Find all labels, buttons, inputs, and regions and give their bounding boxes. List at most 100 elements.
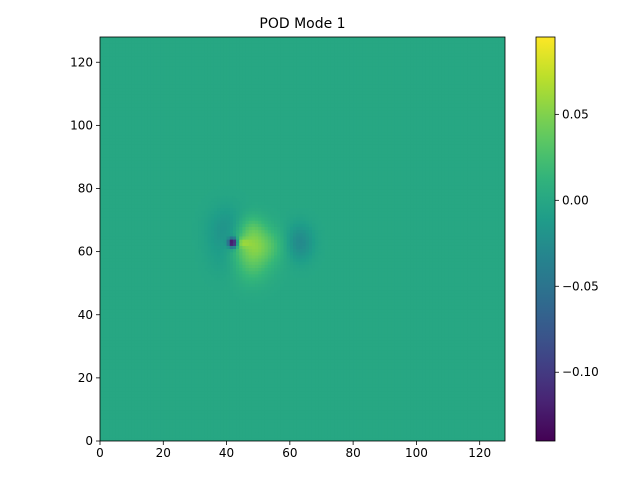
- heatmap-cell: [270, 327, 275, 332]
- heatmap-cell: [156, 409, 161, 414]
- heatmap-cell: [315, 368, 319, 373]
- heatmap-cell: [479, 406, 484, 411]
- heatmap-cell: [112, 393, 117, 398]
- heatmap-cell: [160, 431, 164, 436]
- heatmap-cell: [210, 403, 215, 407]
- heatmap-cell: [236, 340, 240, 344]
- heatmap-cell: [198, 336, 202, 341]
- heatmap-cell: [378, 428, 383, 433]
- heatmap-cell: [106, 418, 111, 423]
- heatmap-cell: [175, 365, 180, 370]
- heatmap-cell: [191, 437, 196, 441]
- heatmap-cell: [302, 343, 307, 347]
- heatmap-cell: [103, 431, 107, 436]
- heatmap-cell: [302, 418, 307, 423]
- heatmap-cell: [289, 390, 294, 395]
- heatmap-cell: [163, 415, 168, 420]
- heatmap-cell: [359, 409, 364, 414]
- heatmap-cell: [277, 368, 281, 373]
- heatmap-cell: [245, 384, 250, 388]
- heatmap-cell: [188, 362, 193, 366]
- heatmap-cell: [201, 396, 206, 401]
- heatmap-cell: [384, 333, 389, 338]
- heatmap-cell: [106, 340, 111, 344]
- heatmap-cell: [368, 374, 373, 379]
- heatmap-cell: [315, 355, 319, 360]
- heatmap-cell: [384, 393, 389, 398]
- heatmap-cell: [267, 393, 272, 398]
- heatmap-cell: [349, 358, 354, 363]
- heatmap-cell: [198, 352, 202, 357]
- heatmap-cell: [160, 428, 164, 433]
- heatmap-cell: [280, 387, 285, 392]
- heatmap-cell: [315, 365, 319, 370]
- heatmap-cell: [280, 333, 285, 338]
- heatmap-cell: [375, 349, 380, 354]
- heatmap-cell: [368, 346, 373, 351]
- heatmap-cell: [387, 317, 392, 322]
- heatmap-cell: [318, 422, 323, 426]
- heatmap-cell: [375, 340, 380, 344]
- heatmap-cell: [416, 396, 421, 401]
- heatmap-cell: [467, 355, 471, 360]
- heatmap-cell: [134, 343, 139, 347]
- heatmap-cell: [137, 365, 142, 370]
- heatmap-cell: [498, 327, 503, 332]
- heatmap-cell: [384, 327, 389, 332]
- heatmap-cell: [122, 333, 126, 338]
- heatmap-cell: [479, 396, 484, 401]
- heatmap-cell: [324, 355, 329, 360]
- heatmap-cell: [365, 377, 370, 382]
- heatmap-cell: [280, 377, 285, 382]
- heatmap-cell: [274, 412, 278, 417]
- heatmap-cell: [232, 381, 237, 385]
- heatmap-cell: [207, 362, 212, 366]
- heatmap-cell: [302, 390, 307, 395]
- heatmap-cell: [166, 431, 171, 436]
- heatmap-cell: [207, 425, 212, 429]
- heatmap-cell: [381, 365, 386, 370]
- heatmap-cell: [217, 412, 221, 417]
- heatmap-cell: [482, 333, 487, 338]
- heatmap-cell: [213, 406, 218, 411]
- heatmap-cell: [115, 387, 120, 392]
- heatmap-cell: [457, 399, 462, 404]
- heatmap-cell: [482, 403, 487, 407]
- heatmap-cell: [501, 340, 505, 344]
- heatmap-cell: [482, 346, 487, 351]
- heatmap-cell: [315, 399, 319, 404]
- heatmap-cell: [410, 387, 414, 392]
- heatmap-cell: [255, 418, 259, 423]
- heatmap-cell: [293, 390, 297, 395]
- heatmap-cell: [397, 330, 402, 335]
- heatmap-cell: [467, 434, 471, 439]
- heatmap-cell: [191, 324, 196, 328]
- heatmap-cell: [451, 365, 455, 370]
- heatmap-cell: [258, 425, 262, 429]
- heatmap-cell: [486, 437, 490, 441]
- heatmap-cell: [330, 422, 335, 426]
- heatmap-cell: [229, 333, 234, 338]
- heatmap-cell: [441, 393, 446, 398]
- heatmap-cell: [293, 403, 297, 407]
- heatmap-cell: [255, 374, 259, 379]
- heatmap-cell: [340, 409, 345, 414]
- heatmap-cell: [229, 371, 234, 376]
- heatmap-cell: [492, 425, 497, 429]
- heatmap-cell: [125, 330, 130, 335]
- heatmap-cell: [147, 330, 152, 335]
- heatmap-cell: [245, 431, 250, 436]
- heatmap-cell: [283, 371, 288, 376]
- heatmap-cell: [166, 390, 171, 395]
- heatmap-cell: [175, 355, 180, 360]
- heatmap-cell: [144, 431, 149, 436]
- heatmap-cell: [242, 425, 247, 429]
- heatmap-cell: [242, 343, 247, 347]
- heatmap-cell: [213, 358, 218, 363]
- heatmap-cell: [473, 330, 478, 335]
- heatmap-cell: [425, 428, 430, 433]
- heatmap-cell: [255, 409, 259, 414]
- heatmap-cell: [122, 317, 126, 322]
- heatmap-cell: [311, 393, 316, 398]
- heatmap-cell: [394, 390, 399, 395]
